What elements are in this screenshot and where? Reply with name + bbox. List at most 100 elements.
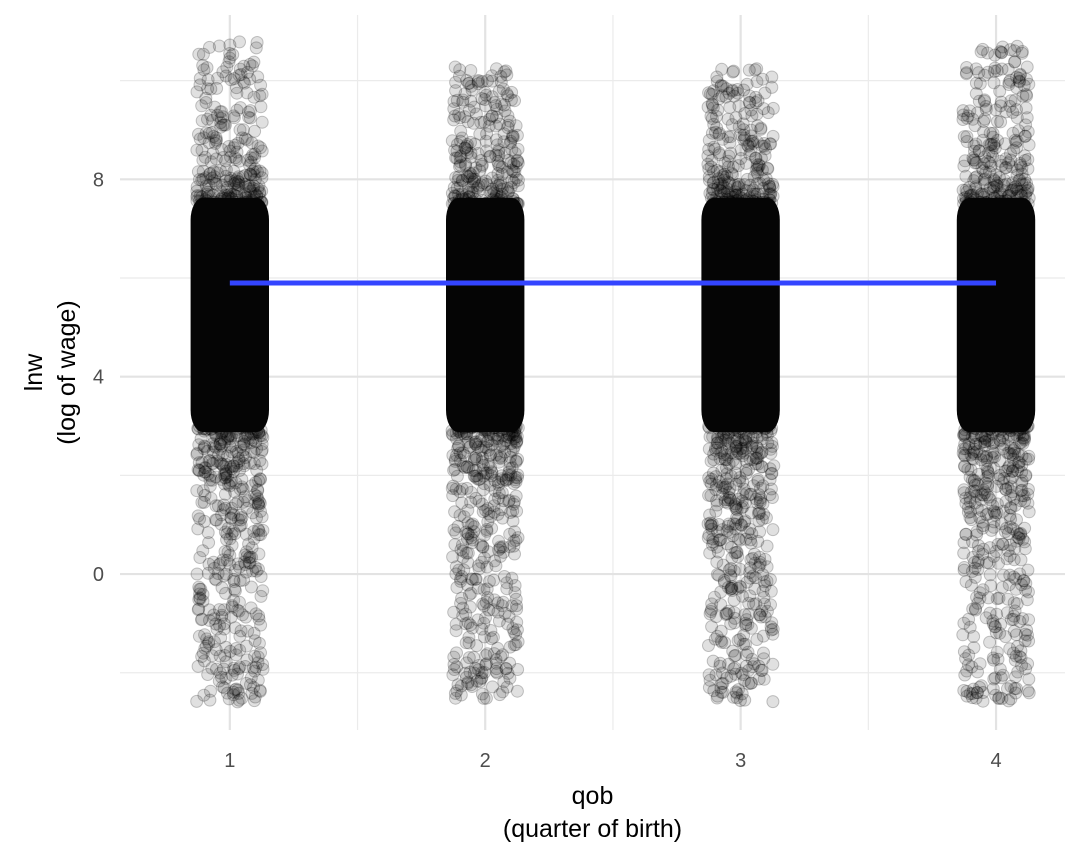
data-point xyxy=(709,470,723,484)
data-point xyxy=(477,440,491,454)
data-point xyxy=(227,72,241,86)
data-point xyxy=(763,462,777,476)
data-point xyxy=(727,606,741,619)
data-point xyxy=(253,496,267,510)
data-point xyxy=(988,620,1002,634)
data-point xyxy=(970,170,984,184)
data-point xyxy=(1003,520,1017,534)
data-point xyxy=(707,183,720,196)
data-point xyxy=(223,557,237,571)
data-point xyxy=(211,71,225,85)
data-point xyxy=(753,558,767,572)
data-point xyxy=(215,610,229,624)
data-point xyxy=(724,617,738,631)
data-point xyxy=(749,457,763,471)
data-point xyxy=(210,81,224,95)
data-point xyxy=(730,545,744,559)
data-point xyxy=(731,492,745,506)
data-point xyxy=(447,650,461,664)
data-point xyxy=(1009,670,1022,684)
data-point xyxy=(231,557,245,571)
data-point xyxy=(200,444,214,458)
data-point xyxy=(757,591,771,605)
data-point xyxy=(210,513,224,527)
data-point xyxy=(746,569,760,583)
data-point xyxy=(988,506,1001,519)
data-point xyxy=(705,112,719,125)
data-point xyxy=(765,70,779,84)
data-point xyxy=(505,461,519,475)
data-point xyxy=(715,523,729,537)
data-point xyxy=(755,460,769,474)
data-point xyxy=(489,119,503,133)
data-point xyxy=(714,598,728,611)
data-point xyxy=(996,40,1010,54)
data-point xyxy=(980,471,994,484)
data-point xyxy=(714,681,728,695)
data-point xyxy=(251,139,265,153)
data-point xyxy=(201,566,215,580)
data-point xyxy=(477,469,491,483)
data-point xyxy=(722,149,736,163)
data-point xyxy=(959,491,973,505)
data-point xyxy=(756,629,770,643)
data-point xyxy=(469,572,483,586)
data-point xyxy=(459,159,472,173)
data-point xyxy=(490,662,503,676)
data-point xyxy=(986,130,1000,144)
data-point xyxy=(497,675,511,689)
data-point xyxy=(958,449,972,463)
data-point xyxy=(216,110,230,124)
data-point xyxy=(972,544,986,558)
data-point xyxy=(990,592,1004,606)
data-point xyxy=(498,445,512,459)
data-point xyxy=(705,517,719,531)
data-point xyxy=(449,75,463,89)
data-point xyxy=(449,84,463,98)
data-point xyxy=(462,181,476,195)
data-point xyxy=(743,96,757,110)
data-point xyxy=(968,156,982,170)
data-point xyxy=(1015,483,1029,497)
data-point xyxy=(976,694,990,708)
data-point xyxy=(714,533,728,547)
data-point xyxy=(1008,446,1022,460)
data-point xyxy=(757,507,771,521)
data-point xyxy=(456,93,470,107)
data-point xyxy=(210,108,224,122)
data-point xyxy=(973,586,987,600)
data-point xyxy=(485,74,499,88)
data-point xyxy=(702,639,715,652)
data-point xyxy=(745,135,758,148)
data-point xyxy=(448,143,462,157)
data-point xyxy=(232,686,246,700)
data-point xyxy=(1005,184,1019,197)
data-point xyxy=(196,544,210,558)
data-point xyxy=(506,504,520,518)
data-point xyxy=(722,657,735,671)
data-point xyxy=(764,620,778,634)
data-point xyxy=(964,463,978,477)
data-point xyxy=(964,505,977,519)
data-point xyxy=(446,448,460,462)
data-point xyxy=(450,660,464,674)
data-point xyxy=(504,437,518,451)
data-point xyxy=(1016,437,1030,451)
data-point xyxy=(991,537,1005,551)
data-point xyxy=(765,467,778,481)
data-point xyxy=(461,516,475,530)
data-point xyxy=(214,433,228,447)
data-point xyxy=(705,538,719,552)
data-point xyxy=(475,555,489,569)
data-point xyxy=(991,652,1005,666)
data-point xyxy=(252,609,266,623)
data-point xyxy=(451,173,465,187)
data-point xyxy=(227,164,241,178)
data-point xyxy=(449,567,463,581)
data-point xyxy=(986,682,1000,696)
data-point xyxy=(233,519,247,533)
data-point xyxy=(980,449,994,463)
data-point xyxy=(707,684,721,698)
data-point xyxy=(1021,153,1035,166)
data-point xyxy=(989,544,1003,558)
